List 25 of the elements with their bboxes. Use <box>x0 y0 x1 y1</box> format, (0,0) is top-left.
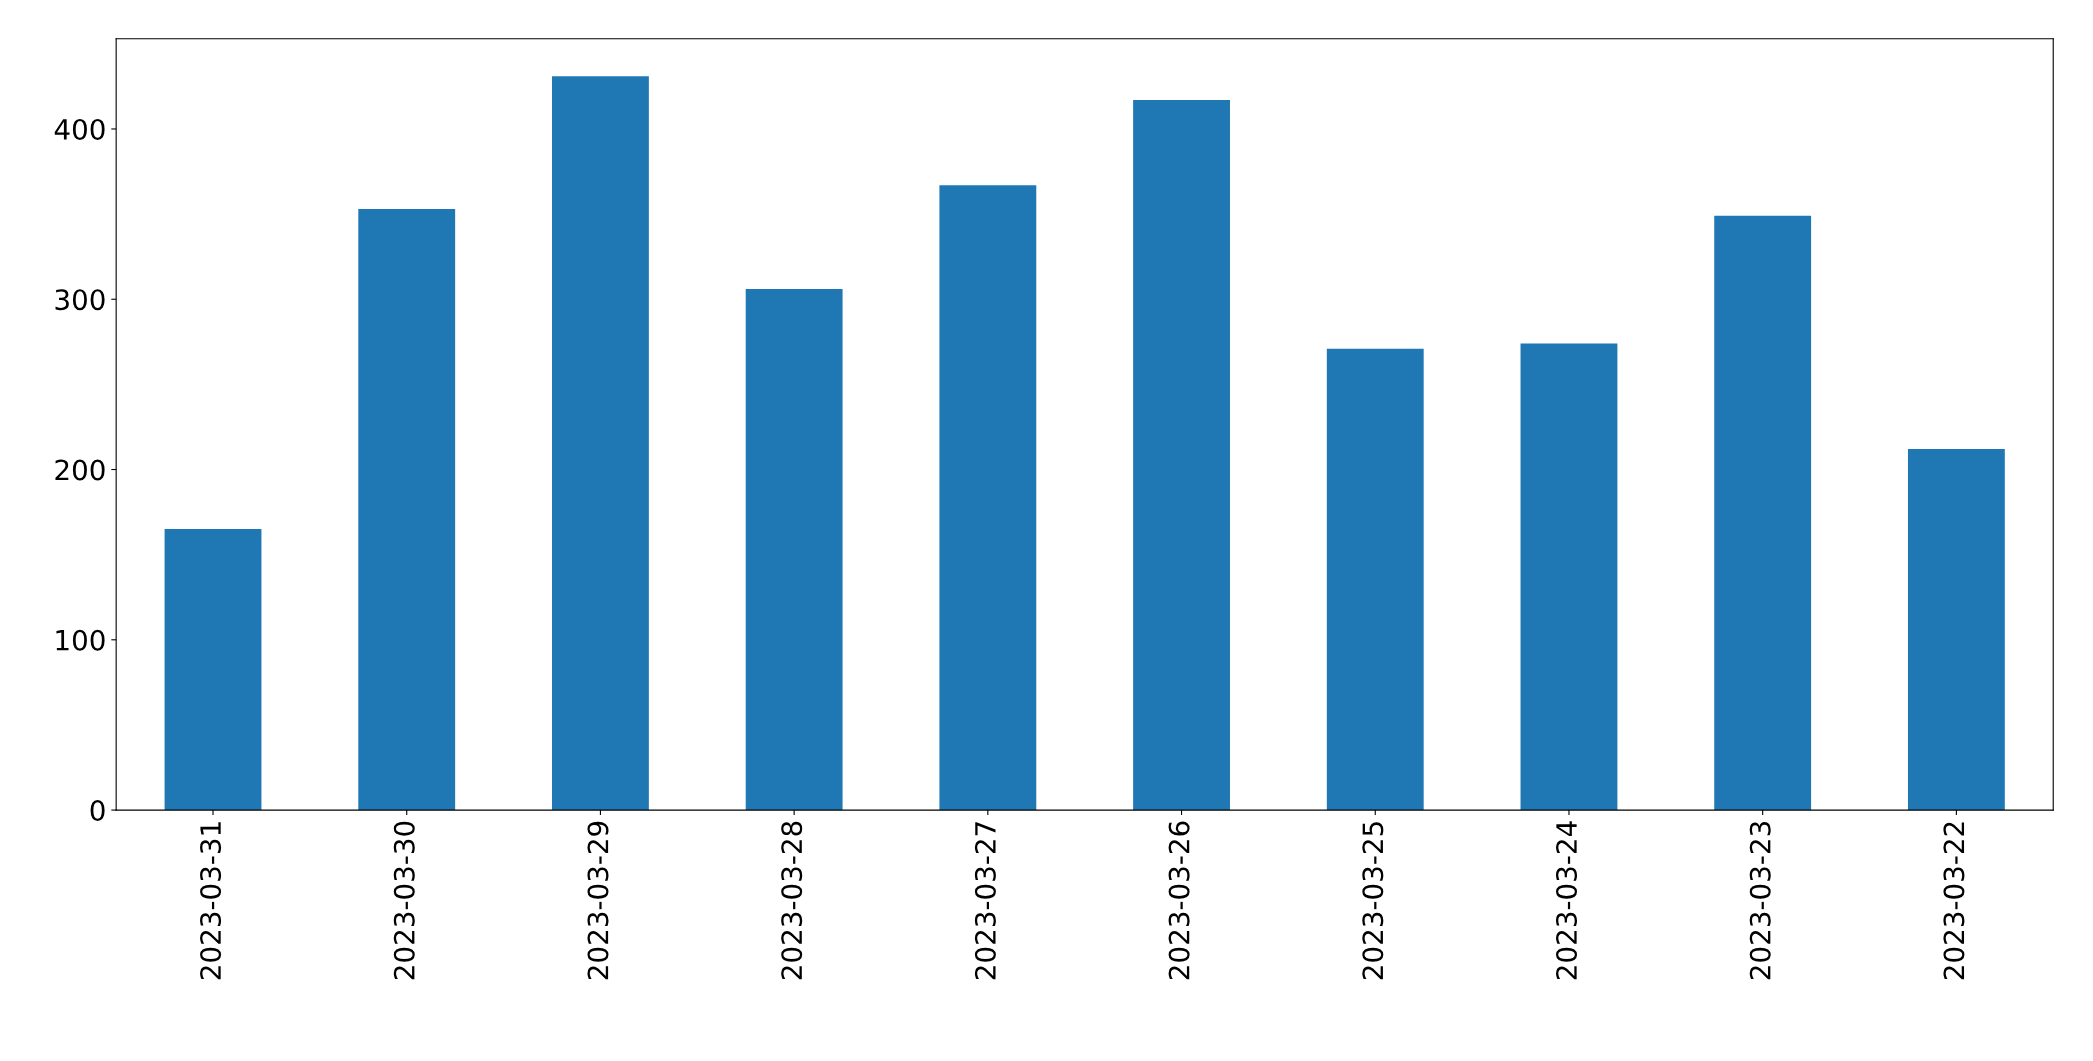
x-tick-label: 2023-03-31 <box>200 822 222 980</box>
bar <box>745 289 843 811</box>
x-tick-label: 2023-03-28 <box>781 821 803 980</box>
x-tick-label: 2023-03-26 <box>1168 821 1190 980</box>
y-tick-label: 400 <box>54 118 105 140</box>
bar <box>1326 348 1424 811</box>
x-tick-label: 2023-03-25 <box>1362 822 1384 980</box>
x-tick-label: 2023-03-27 <box>974 822 996 980</box>
x-tick-label: 2023-03-23 <box>1749 822 1771 980</box>
x-tick-label: 2023-03-22 <box>1943 822 1965 980</box>
bar <box>552 76 649 811</box>
bar <box>164 529 262 811</box>
y-tick-label: 0 <box>90 800 105 822</box>
bar <box>358 209 456 811</box>
bar <box>1907 449 2005 811</box>
bar <box>1133 100 1230 811</box>
x-tick-label: 2023-03-24 <box>1556 821 1578 980</box>
x-tick-label: 2023-03-29 <box>587 821 609 980</box>
x-tick-label: 2023-03-30 <box>393 821 415 980</box>
y-tick-label: 300 <box>55 289 105 311</box>
bar <box>1520 343 1618 811</box>
y-tick-label: 100 <box>56 629 105 651</box>
bar <box>1714 215 1812 811</box>
bar <box>939 185 1037 811</box>
y-tick-label: 200 <box>55 459 105 481</box>
